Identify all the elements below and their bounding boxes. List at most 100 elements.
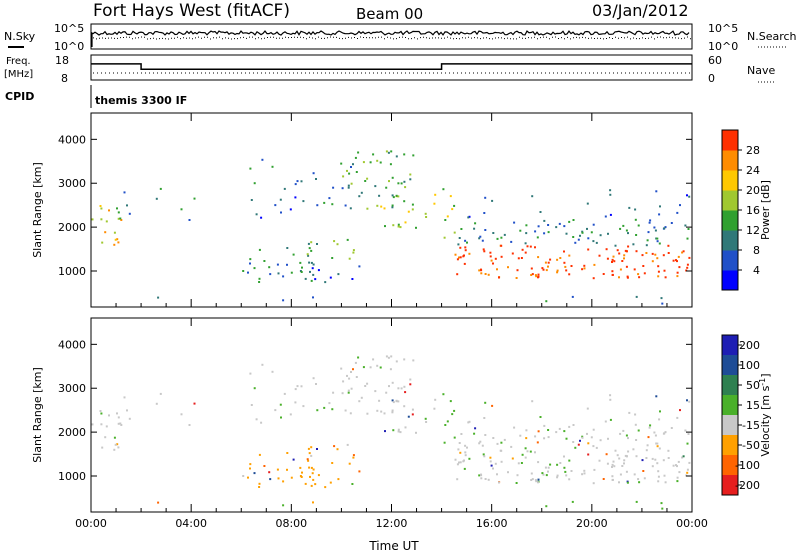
power-cell — [478, 237, 481, 240]
velocity-cell — [626, 481, 629, 484]
power-cell — [458, 237, 461, 239]
velocity-cell — [411, 413, 414, 416]
velocity-cell — [480, 477, 483, 480]
power-cell — [120, 219, 123, 221]
velocity-cell — [337, 478, 340, 481]
power-cell — [302, 200, 305, 203]
velocity-cell — [458, 461, 460, 464]
nsearch-dots — [93, 36, 691, 40]
power-cell — [537, 225, 540, 228]
velocity-cell — [329, 481, 332, 484]
velocity-cell — [108, 414, 110, 417]
power-cell — [360, 191, 363, 194]
velocity-cell — [407, 415, 410, 418]
power-cell — [380, 205, 383, 208]
velocity-cell — [268, 471, 271, 474]
power-cell — [642, 265, 645, 267]
time-axis-label: Time UT — [368, 539, 419, 553]
velocity-cell — [563, 455, 565, 458]
power-cell — [655, 190, 658, 193]
power-cell — [492, 262, 494, 265]
power-cell — [625, 229, 628, 232]
power-cell — [649, 219, 652, 222]
power-cell — [458, 256, 460, 259]
power-cell — [123, 191, 126, 194]
velocity-cell — [638, 481, 641, 484]
velocity-cell — [300, 385, 303, 388]
power-cell — [490, 259, 493, 262]
velocity-cell — [598, 459, 601, 462]
velocity-cell — [348, 377, 351, 380]
power-cell — [403, 180, 406, 183]
colorbar-swatch — [722, 435, 738, 456]
power-cell — [388, 180, 390, 183]
power-cell — [494, 257, 497, 260]
power-cell — [545, 300, 548, 303]
colorbar-tick-label: -200 — [735, 479, 760, 492]
power-cell — [364, 180, 367, 182]
velocity-cell — [627, 437, 629, 440]
velocity-cell — [500, 449, 503, 452]
velocity-cell — [323, 406, 326, 409]
power-cell — [391, 206, 394, 209]
y-tick-label: 4000 — [58, 133, 86, 146]
power-cell — [480, 269, 483, 272]
freq-panel-frame — [90, 54, 693, 81]
power-cell — [536, 236, 539, 239]
power-cell — [517, 257, 520, 260]
power-cell — [537, 276, 539, 279]
velocity-cell — [515, 482, 518, 484]
power-cell — [581, 231, 584, 234]
power-cell — [634, 218, 637, 221]
power-cell — [409, 173, 412, 176]
power-cell — [611, 258, 614, 261]
velocity-cell — [466, 446, 468, 449]
power-cell — [383, 207, 386, 210]
power-cell — [657, 270, 660, 273]
velocity-cell — [586, 432, 588, 435]
power-cell — [606, 257, 609, 260]
power-cell — [656, 240, 659, 243]
x-tick-label: 12:00 — [376, 517, 408, 530]
power-cell — [340, 162, 343, 165]
velocity-cell — [555, 431, 558, 434]
velocity-cell — [547, 470, 549, 473]
power-cell — [483, 212, 486, 214]
velocity-cell — [468, 457, 471, 460]
velocity-cell — [492, 467, 494, 470]
velocity-cell — [602, 478, 605, 480]
power-cell — [392, 196, 395, 199]
power-cell — [100, 218, 103, 221]
velocity-cell — [307, 459, 310, 462]
velocity-cell — [664, 481, 667, 484]
velocity-cell — [516, 474, 519, 477]
power-cell — [611, 273, 614, 276]
power-cell — [403, 200, 406, 203]
power-cell — [672, 259, 675, 262]
colorbar-swatch — [722, 270, 738, 291]
power-cell — [676, 275, 679, 278]
power-cell — [409, 178, 412, 181]
velocity-cell — [604, 420, 607, 423]
velocity-cell — [547, 436, 550, 439]
power-cell — [306, 253, 309, 256]
power-cell — [659, 205, 661, 208]
velocity-cell — [607, 437, 609, 440]
velocity-cell — [655, 395, 658, 398]
power-cell — [487, 273, 490, 276]
velocity-cell — [310, 466, 313, 469]
velocity-cell — [346, 443, 349, 446]
velocity-cell — [444, 424, 447, 426]
velocity-cell — [391, 409, 394, 412]
velocity-cell — [570, 470, 573, 472]
velocity-colorbar-label-end: ] — [759, 373, 772, 377]
velocity-cell — [556, 463, 559, 466]
power-cell — [586, 202, 589, 205]
power-cell — [411, 208, 414, 211]
power-cell — [541, 267, 544, 270]
power-cell — [274, 204, 277, 207]
velocity-cell — [366, 412, 369, 415]
velocity-cell — [354, 361, 357, 364]
power-cell — [459, 256, 462, 259]
nave-tick-bottom: 0 — [708, 72, 715, 85]
